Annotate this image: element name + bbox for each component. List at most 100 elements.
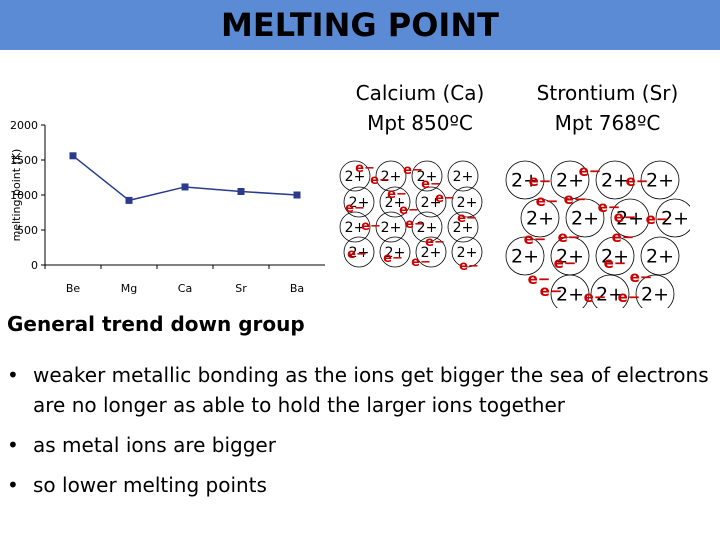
electron-label: e− [612, 228, 635, 246]
ion-charge-label: 2+ [421, 245, 442, 261]
metal-ion [339, 160, 371, 192]
metal-ion [411, 160, 443, 192]
metal-ion [415, 236, 447, 268]
electron-label: e− [347, 247, 367, 262]
data-point [69, 152, 77, 160]
electron-label: e− [646, 210, 669, 228]
electron-label: e− [540, 282, 563, 300]
data-point [293, 191, 301, 199]
ion-charge-label: 2+ [457, 245, 478, 261]
metal-ion [550, 274, 590, 308]
ion-charge-label: 2+ [646, 246, 674, 268]
metal-ion [505, 160, 545, 200]
metal-ion [640, 236, 680, 276]
electron-label: e− [405, 217, 425, 232]
strontium-lattice: 2+ 2+ 2+ 2+2+ 2+ 2+ 2+2+ 2+ 2+ 2+2+ 2+ 2+e−e−e−e− e−… [505, 160, 690, 308]
y-tick-label: 0 [31, 259, 38, 272]
ion-charge-label: 2+ [526, 208, 554, 230]
ion-charge-label: 2+ [417, 220, 438, 236]
ion-charge-label: 2+ [453, 169, 474, 185]
electron-label: e− [383, 251, 403, 266]
metal-ion [375, 160, 407, 192]
metal-ion [520, 198, 560, 238]
metal-ion [379, 236, 411, 268]
metal-ion [590, 274, 630, 308]
bullet-dot: • [7, 363, 19, 387]
metal-ion [550, 160, 590, 200]
ion-charge-label: 2+ [601, 170, 629, 192]
ion-charge-label: 2+ [601, 246, 629, 268]
trend-heading: General trend down group [7, 312, 305, 336]
data-point [237, 188, 245, 195]
ion-charge-label: 2+ [345, 169, 366, 185]
electron-label: e− [584, 288, 607, 306]
y-tick-label: 500 [17, 224, 38, 237]
strontium-name: Strontium (Sr) [536, 81, 679, 105]
ion-charge-label: 2+ [457, 195, 478, 211]
ion-charge-label: 2+ [571, 208, 599, 230]
ion-charge-label: 2+ [417, 169, 438, 185]
metal-ion [595, 160, 635, 200]
melting-point-chart: 0 500 1000 1500 2000 Be Mg Ca Sr Ba melting poin… [10, 119, 325, 295]
ion-charge-label: 2+ [453, 220, 474, 236]
electron-label: e− [626, 172, 649, 190]
electron-label: e− [598, 198, 621, 216]
ion-charge-label: 2+ [661, 208, 689, 230]
ion-charge-label: 2+ [556, 246, 584, 268]
electron-label: e− [387, 187, 407, 202]
y-axis-label: melting point (K) [10, 149, 23, 242]
metal-ion [379, 186, 411, 218]
electron-label: e− [618, 288, 641, 306]
metal-ion [447, 160, 479, 192]
x-tick-label: Be [66, 282, 81, 295]
bullet-dot: • [7, 473, 19, 497]
electron-label: e− [536, 192, 559, 210]
calcium-header: Calcium (Ca) Mpt 850ºC [330, 78, 510, 138]
electron-label: e− [361, 219, 381, 234]
electron-label: e− [579, 162, 602, 180]
ion-charge-label: 2+ [345, 220, 366, 236]
ion-charge-label: 2+ [421, 195, 442, 211]
ion-charge-label: 2+ [381, 220, 402, 236]
electron-label: e− [425, 235, 445, 250]
metal-ion [343, 186, 375, 218]
electron-label: e− [528, 270, 551, 288]
metal-ion [451, 186, 483, 218]
electron-label: e− [399, 203, 419, 218]
ion-charge-label: 2+ [556, 284, 584, 306]
y-tick-label: 1000 [10, 189, 38, 202]
metal-ion [610, 198, 650, 238]
bullet-item: • weaker metallic bonding as the ions get… [0, 360, 720, 420]
electron-label: e− [564, 190, 587, 208]
electron-label: e− [403, 163, 423, 178]
electron-label: e− [459, 259, 479, 274]
bullet-item: • as metal ions are bigger [0, 430, 720, 460]
electron-label: e− [614, 208, 637, 226]
ion-charge-label: 2+ [616, 208, 644, 230]
slide-title: MELTING POINT [221, 6, 499, 44]
ion-charge-label: 2+ [641, 284, 669, 306]
y-tick-label: 2000 [10, 119, 38, 132]
metal-ion [635, 274, 675, 308]
x-tick-label: Ca [178, 282, 192, 295]
metal-ion [451, 236, 483, 268]
metal-ion [505, 236, 545, 276]
x-tick-label: Mg [121, 282, 137, 295]
metal-ion [415, 186, 447, 218]
metal-ion [640, 160, 680, 200]
x-tick-label: Sr [235, 282, 247, 295]
electron-label: e− [345, 201, 365, 216]
metal-ion [343, 236, 375, 268]
ion-charge-label: 2+ [511, 246, 539, 268]
data-point [181, 183, 189, 191]
metal-ion [339, 211, 371, 243]
electron-label: e− [558, 228, 581, 246]
x-tick-label: Ba [290, 282, 304, 295]
bullet-list: • weaker metallic bonding as the ions get… [0, 360, 720, 510]
electron-label: e− [554, 254, 577, 272]
ion-charge-label: 2+ [511, 170, 539, 192]
data-point [125, 196, 133, 204]
metal-ion [447, 211, 479, 243]
metal-ion [655, 198, 690, 238]
ion-charge-label: 2+ [349, 245, 370, 261]
